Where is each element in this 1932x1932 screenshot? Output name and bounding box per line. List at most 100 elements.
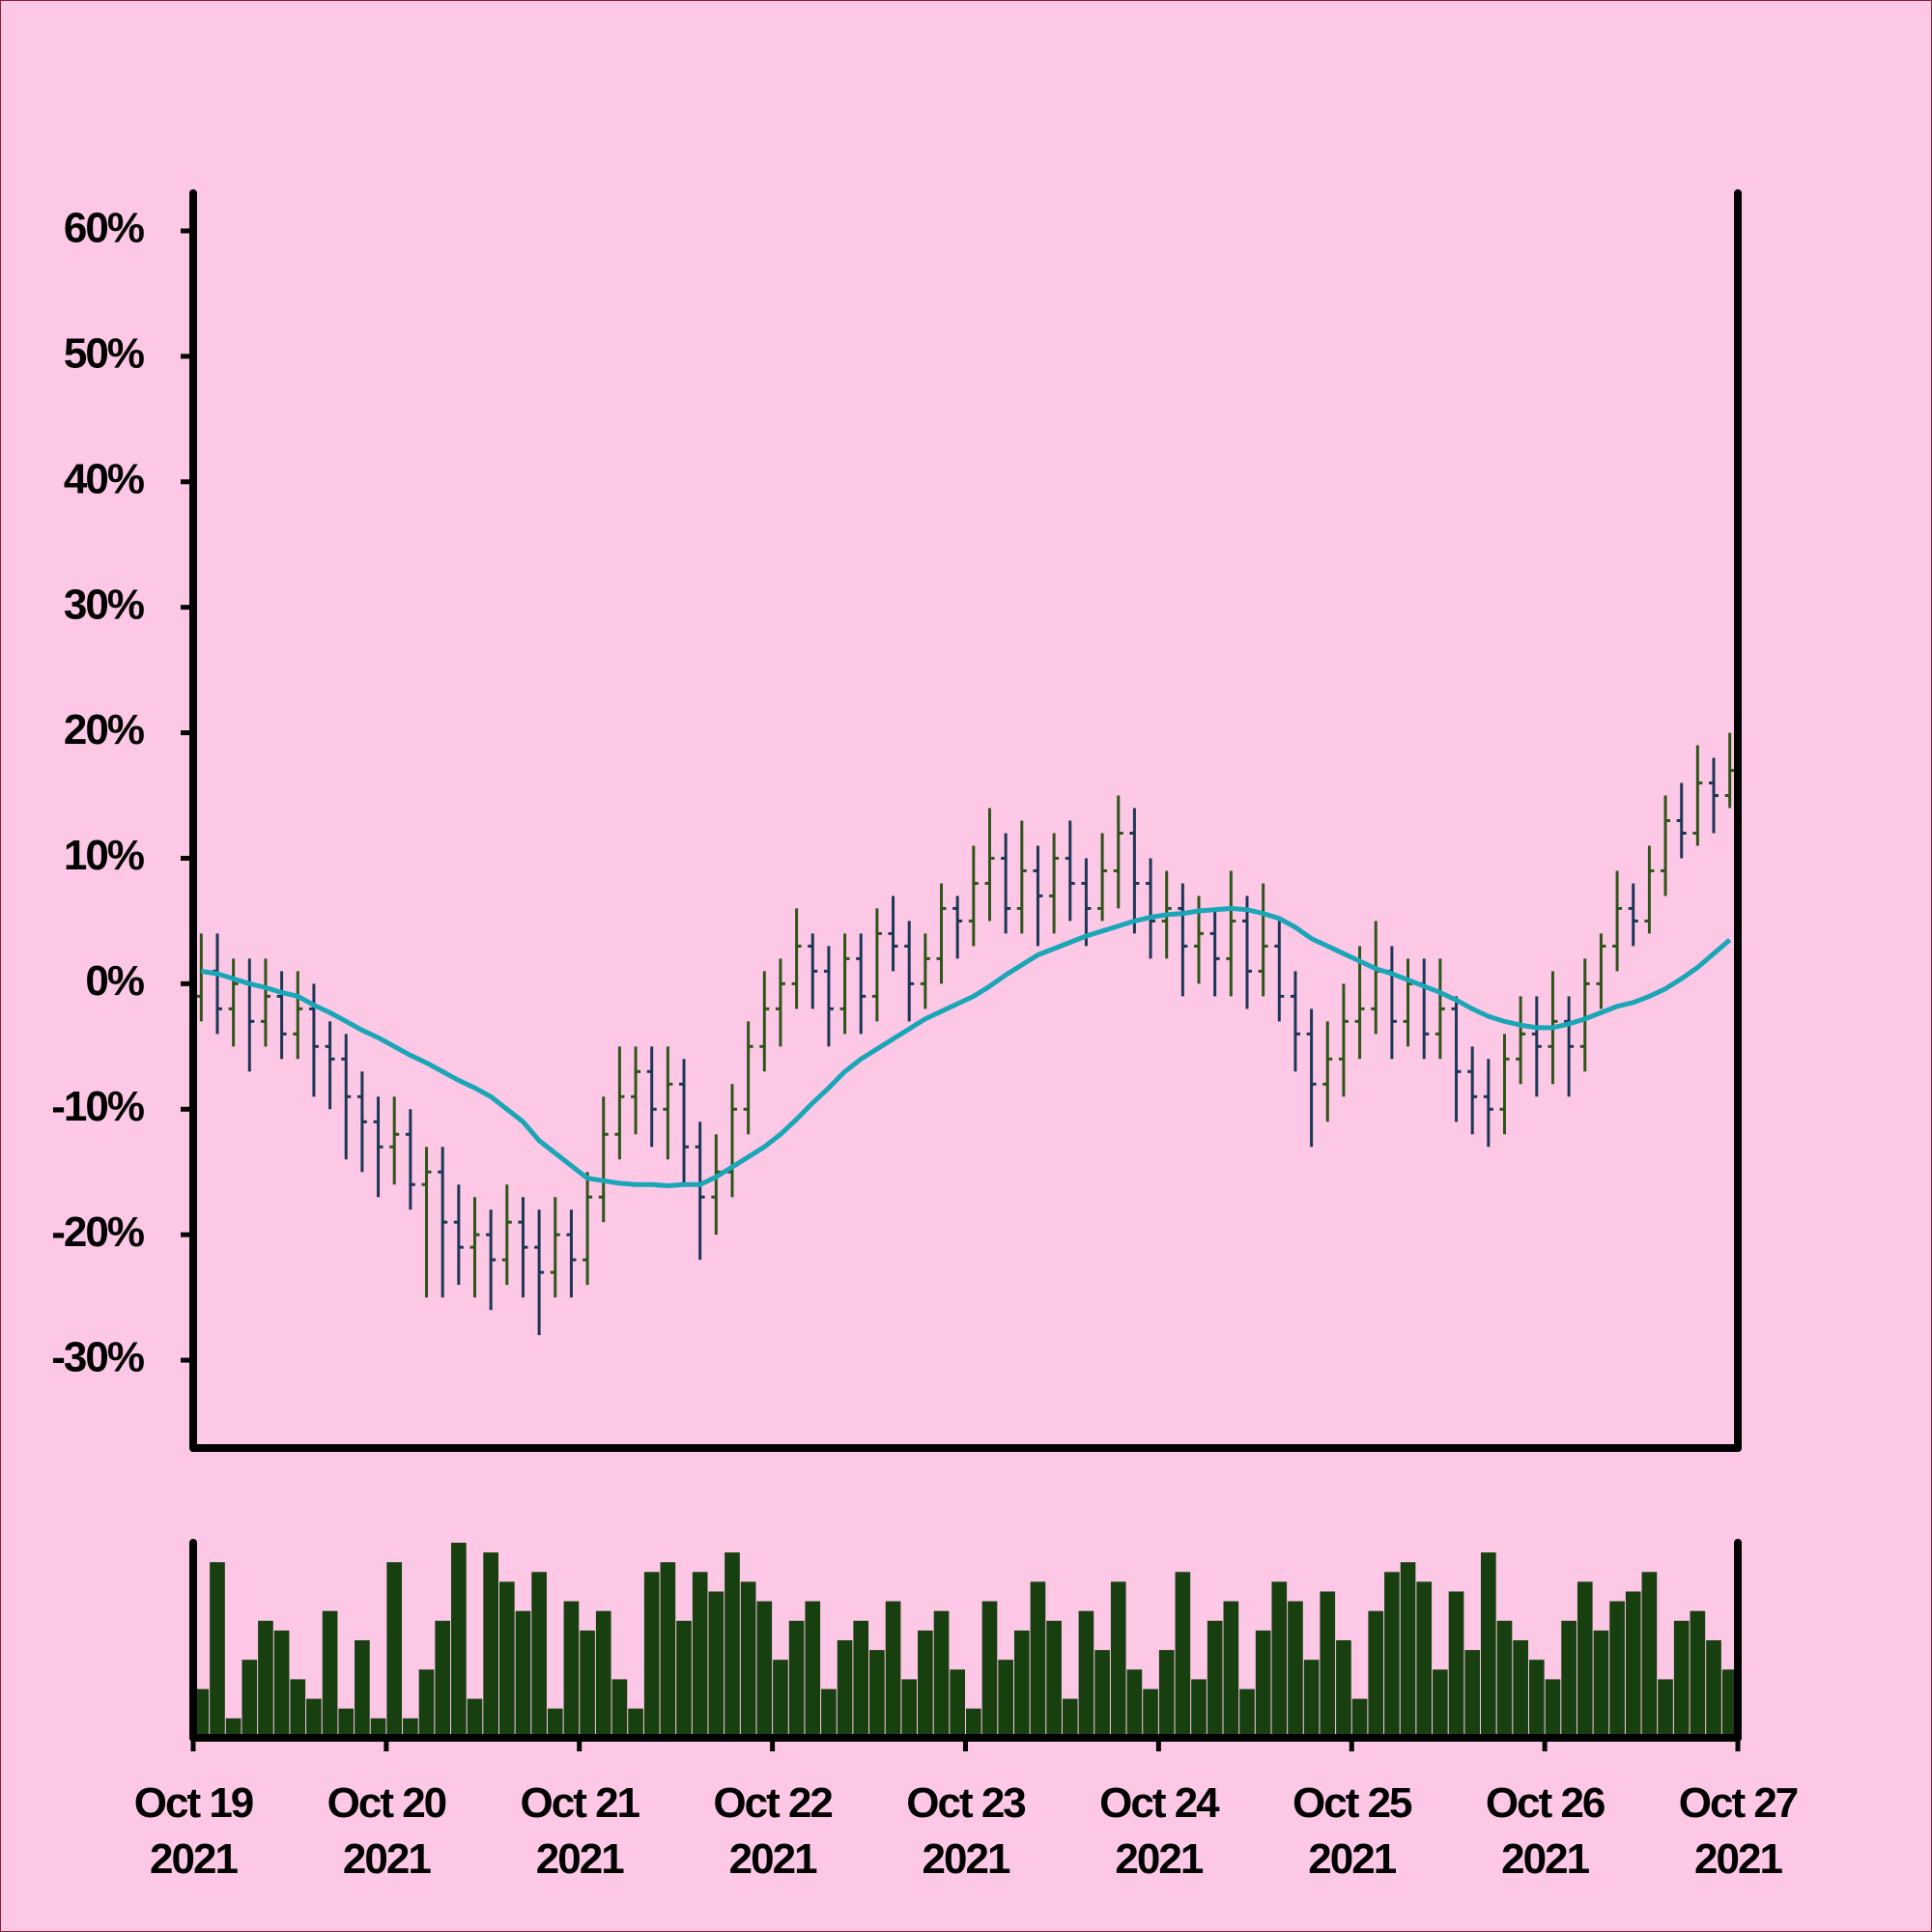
volume-bar <box>1239 1689 1255 1738</box>
volume-bar <box>885 1601 901 1738</box>
volume-bar <box>965 1708 981 1738</box>
volume-bar <box>950 1669 966 1738</box>
volume-bar <box>1496 1620 1513 1738</box>
volume-bar <box>322 1610 338 1738</box>
volume-bar <box>998 1660 1013 1738</box>
volume-bar <box>1400 1562 1416 1738</box>
volume-bar <box>1255 1630 1271 1738</box>
volume-bar <box>660 1562 676 1738</box>
volume-bar <box>1336 1640 1351 1738</box>
volume-bar <box>258 1620 273 1738</box>
volume-bar <box>531 1572 547 1738</box>
volume-bar <box>1223 1601 1239 1738</box>
volume-bar <box>563 1601 580 1738</box>
volume-bar <box>1320 1591 1336 1738</box>
volume-bar <box>1480 1552 1496 1738</box>
volume-bar <box>1158 1650 1175 1738</box>
x-tick-label: Oct 22 2021 <box>713 1779 834 1883</box>
volume-bar <box>483 1552 498 1738</box>
volume-bar <box>273 1630 290 1738</box>
y-tick-label: 10% <box>64 832 144 879</box>
volume-bar <box>628 1708 643 1738</box>
volume-bar <box>643 1572 660 1738</box>
volume-bar <box>1143 1689 1158 1738</box>
volume-bar <box>306 1698 322 1738</box>
volume-bar <box>837 1640 853 1738</box>
volume-bar <box>1351 1698 1368 1738</box>
volume-bar <box>788 1620 805 1738</box>
volume-bar <box>1368 1610 1384 1738</box>
volume-bar <box>1288 1601 1303 1738</box>
volume-bar <box>901 1679 918 1738</box>
volume-bar <box>242 1660 258 1738</box>
volume-bar <box>386 1562 403 1738</box>
volume-bar <box>498 1581 515 1738</box>
x-tick-label: Oct 20 2021 <box>327 1779 448 1883</box>
volume-bar <box>1013 1630 1030 1738</box>
volume-bar <box>1448 1591 1464 1738</box>
volume-bar <box>450 1543 467 1738</box>
volume-bar <box>467 1698 483 1738</box>
volume-bar <box>1030 1581 1046 1738</box>
y-tick-label: 30% <box>64 581 144 628</box>
volume-bar <box>580 1630 595 1738</box>
x-tick-label: Oct 19 2021 <box>133 1779 255 1883</box>
volume-bar <box>1464 1650 1481 1738</box>
volume-bar <box>290 1679 306 1738</box>
volume-bar <box>692 1572 708 1738</box>
volume-bar <box>210 1562 225 1738</box>
volume-bar <box>756 1601 773 1738</box>
volume-bar <box>1062 1698 1078 1738</box>
volume-bar <box>1433 1669 1448 1738</box>
volume-bar <box>1384 1572 1400 1738</box>
x-tick-label: Oct 21 2021 <box>520 1779 640 1883</box>
y-tick-label: 50% <box>64 329 144 377</box>
volume-bar <box>403 1718 418 1738</box>
x-tick-label: Oct 24 2021 <box>1099 1779 1220 1883</box>
volume-bar <box>1207 1620 1223 1738</box>
volume-bar <box>853 1620 869 1738</box>
volume-bar <box>1658 1679 1673 1738</box>
volume-bar <box>1126 1669 1143 1738</box>
volume-bar <box>1094 1650 1110 1738</box>
volume-bar <box>708 1591 724 1738</box>
volume-bar <box>1303 1660 1320 1738</box>
volume-bar <box>1721 1669 1738 1738</box>
volume-bar <box>1078 1610 1094 1738</box>
x-tick-label: Oct 23 2021 <box>906 1779 1027 1883</box>
volume-bar <box>1625 1591 1641 1738</box>
y-tick-label: 20% <box>64 706 144 753</box>
y-tick-label: 0% <box>85 957 143 1005</box>
ohlc-bars <box>196 732 1735 1336</box>
volume-bar <box>805 1601 821 1738</box>
volume-bar <box>918 1630 933 1738</box>
volume-bar <box>1513 1640 1528 1738</box>
volume-bar <box>676 1620 692 1738</box>
volume-bar <box>740 1581 756 1738</box>
volume-bar <box>1271 1581 1288 1738</box>
y-tick-label: 40% <box>64 455 144 502</box>
volume-bar <box>595 1610 611 1738</box>
volume-bar <box>1641 1572 1658 1738</box>
volume-bar <box>1577 1581 1593 1738</box>
y-tick-label: -10% <box>51 1083 144 1130</box>
volume-bar <box>933 1610 950 1738</box>
volume-bar <box>1416 1581 1433 1738</box>
volume-bar <box>611 1679 628 1738</box>
volume-bar <box>370 1718 386 1738</box>
volume-bar <box>355 1640 370 1738</box>
volume-bar <box>1545 1679 1561 1738</box>
volume-bar <box>981 1601 998 1738</box>
volume-bar <box>193 1689 210 1738</box>
volume-bar <box>1673 1620 1690 1738</box>
volume-bar <box>1528 1660 1545 1738</box>
x-tick-label: Oct 26 2021 <box>1485 1779 1606 1883</box>
moving-average-line <box>200 905 1732 1189</box>
volume-bar <box>869 1650 885 1738</box>
volume-bar <box>1046 1620 1062 1738</box>
volume-bar <box>515 1610 531 1738</box>
volume-bar <box>418 1669 435 1738</box>
volume-bar <box>821 1689 837 1738</box>
volume-bar <box>1561 1620 1577 1738</box>
y-tick-label: -20% <box>51 1208 144 1256</box>
